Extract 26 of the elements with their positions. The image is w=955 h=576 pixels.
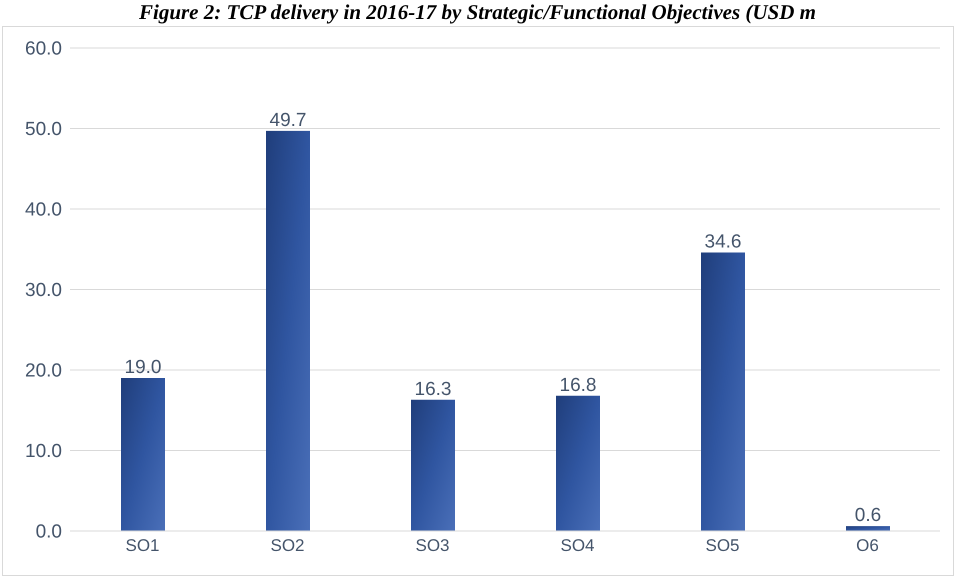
data-label: 19.0 xyxy=(124,357,162,378)
bar xyxy=(846,526,890,531)
y-tick-label: 60.0 xyxy=(25,38,62,60)
bar xyxy=(701,252,745,531)
data-label: 0.6 xyxy=(854,505,882,526)
y-tick-label: 10.0 xyxy=(25,441,62,462)
x-tick-label: SO2 xyxy=(270,536,305,556)
chart-title: Figure 2: TCP delivery in 2016-17 by Strategic/Functional Objectives (USD m xyxy=(138,0,817,25)
y-tick-label: 30.0 xyxy=(25,280,62,302)
data-label: 34.6 xyxy=(704,231,742,252)
bar xyxy=(266,130,310,531)
y-tick-label: 40.0 xyxy=(25,200,62,221)
data-label: 16.3 xyxy=(414,378,452,400)
x-tick-label: SO5 xyxy=(705,536,740,556)
bar xyxy=(411,400,455,531)
x-tick-label: SO4 xyxy=(560,536,595,556)
y-tick-label: 50.0 xyxy=(25,119,62,140)
x-tick-label: O6 xyxy=(856,536,879,556)
y-tick-label: 0.0 xyxy=(36,522,62,543)
data-label: 16.8 xyxy=(560,374,596,396)
data-label: 49.7 xyxy=(270,110,306,131)
bar xyxy=(556,396,600,531)
x-tick-label: SO3 xyxy=(415,536,450,556)
y-tick-label: 20.0 xyxy=(25,360,62,382)
x-tick-label: SO1 xyxy=(125,536,160,556)
bar xyxy=(121,378,165,531)
